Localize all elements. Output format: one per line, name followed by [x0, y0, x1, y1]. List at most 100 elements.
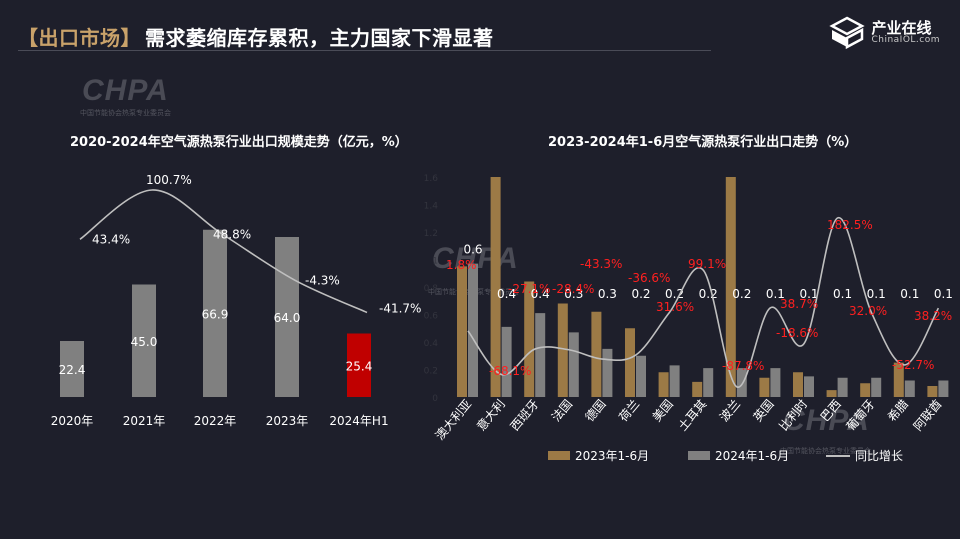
brand-domain: ChinaIOL.com [871, 35, 940, 46]
growth-value-label: -4.3% [305, 273, 340, 287]
bar-value-label: 22.4 [59, 363, 86, 377]
bar-2024 [703, 368, 714, 397]
section-tag: 【出口市场】 [18, 26, 141, 50]
bar-2024 [938, 380, 949, 397]
chart2-title: 2023-2024年1-6月空气源热泵行业出口走势（%） [548, 135, 858, 150]
bar-2024-value-label: 0.1 [900, 287, 919, 301]
legend-swatch-2023 [548, 451, 570, 460]
bar-2024-value-label: 0.1 [934, 287, 953, 301]
bar-2024 [770, 368, 781, 397]
bar-2024-value-label: 0.2 [699, 287, 718, 301]
bar-2024-value-label: 0.6 [463, 243, 482, 257]
y-tick-label: 1.4 [424, 202, 439, 212]
y-tick-label: 0.2 [424, 367, 438, 377]
growth-value-label: 48.8% [213, 228, 251, 242]
bar-2024-value-label: 0.3 [598, 287, 617, 301]
x-tick-label: 法国 [549, 397, 575, 424]
bar-2024 [804, 376, 814, 397]
growth-value-label: -18.6% [776, 326, 818, 340]
brand-name: 产业在线 [871, 18, 932, 37]
bar-2024 [736, 368, 747, 397]
export-bar [132, 284, 156, 397]
bar-2024-value-label: 0.2 [631, 287, 650, 301]
export-bar [203, 229, 227, 397]
legend-label-2023: 2023年1-6月 [575, 449, 649, 463]
growth-value-label: 38.7% [780, 297, 818, 311]
export-bar [60, 341, 84, 397]
bar-2023 [759, 377, 770, 397]
growth-line [467, 217, 940, 388]
growth-value-label: -43.3% [580, 257, 622, 271]
growth-value-label: 182.5% [827, 218, 873, 232]
x-tick-label: 美国 [650, 397, 676, 424]
legend-label-growth: 同比增长 [855, 449, 903, 463]
bar-2024 [636, 355, 646, 397]
bar-2024-value-label: 0.3 [564, 287, 583, 301]
x-tick-label: 阿联酋 [910, 396, 945, 433]
bar-2024 [535, 313, 546, 397]
bar-2024 [904, 380, 915, 397]
x-tick-label: 西班牙 [508, 397, 542, 434]
cube-logo-icon [829, 16, 866, 50]
header-rule [18, 50, 711, 51]
x-tick-label: 英国 [751, 397, 777, 424]
bar-2023 [591, 311, 602, 397]
growth-line [79, 189, 368, 314]
x-tick-label: 希腊 [884, 396, 911, 424]
growth-value-label: -27.1% [508, 282, 550, 296]
bar-2024-value-label: 0.1 [799, 287, 818, 301]
x-tick-label: 2024年H1 [329, 414, 388, 428]
y-tick-label: 1 [432, 257, 438, 267]
watermark-org: 中国节能协会热泵专业委员会 [80, 110, 171, 117]
growth-value-label: 43.4% [92, 232, 130, 246]
bar-2023 [927, 386, 938, 397]
bar-2024-value-label: 0.1 [867, 287, 886, 301]
bar-2023 [658, 372, 669, 397]
brand-logo: 产业在线 ChinaIOL.com [829, 16, 940, 50]
x-tick-label: 波兰 [717, 397, 743, 424]
x-tick-label: 2022年 [194, 414, 237, 428]
x-tick-label: 2021年 [123, 414, 166, 428]
y-tick-label: 1.2 [424, 229, 438, 239]
growth-value-label: -41.7% [379, 301, 421, 315]
bar-2024-value-label: 0.4 [531, 287, 550, 301]
x-tick-label: 巴西 [818, 397, 844, 424]
bar-2024 [871, 377, 882, 397]
y-tick-label: 0.8 [424, 284, 439, 294]
bar-2023 [557, 303, 568, 397]
x-tick-label: 土耳其 [676, 397, 710, 434]
legend-swatch-2024 [688, 451, 710, 460]
growth-value-label: -68.1% [489, 364, 531, 378]
x-tick-label: 荷兰 [616, 397, 642, 424]
bar-2023 [457, 266, 467, 397]
bar-2024 [669, 365, 680, 397]
bar-2023 [625, 328, 635, 397]
bar-value-label: 64.0 [274, 311, 301, 325]
bar-2024-value-label: 0.1 [833, 287, 852, 301]
x-tick-label: 意大利 [473, 396, 508, 433]
growth-value-label: 32.0% [849, 304, 887, 318]
growth-value-label: -36.6% [628, 271, 670, 285]
y-tick-label: 1.6 [424, 174, 439, 184]
x-tick-label: 澳大利亚 [433, 397, 475, 443]
x-tick-label: 2023年 [266, 414, 309, 428]
x-tick-label: 比利时 [776, 397, 810, 434]
bar-value-label: 25.4 [346, 359, 373, 373]
bar-2024-value-label: 0.1 [766, 287, 785, 301]
bar-2023 [893, 362, 904, 397]
x-tick-label: 2020年 [51, 414, 94, 428]
bar-2024-value-label: 0.4 [497, 287, 516, 301]
bar-2024-value-label: 0.2 [732, 287, 751, 301]
x-tick-label: 德国 [582, 396, 609, 424]
growth-value-label: 100.7% [146, 173, 192, 187]
bar-2024 [568, 332, 579, 397]
bar-2023 [490, 177, 501, 397]
bar-2024 [468, 263, 478, 397]
bar-2023 [725, 177, 736, 397]
y-tick-label: 0.4 [424, 339, 439, 349]
y-tick-label: 0 [432, 394, 438, 404]
watermark-org-3: 中国节能协会热泵专业委员会 [780, 448, 871, 455]
watermark-logo-3: CHPA [783, 404, 870, 437]
growth-value-label: 31.6% [656, 300, 694, 314]
bar-2023 [524, 281, 535, 397]
